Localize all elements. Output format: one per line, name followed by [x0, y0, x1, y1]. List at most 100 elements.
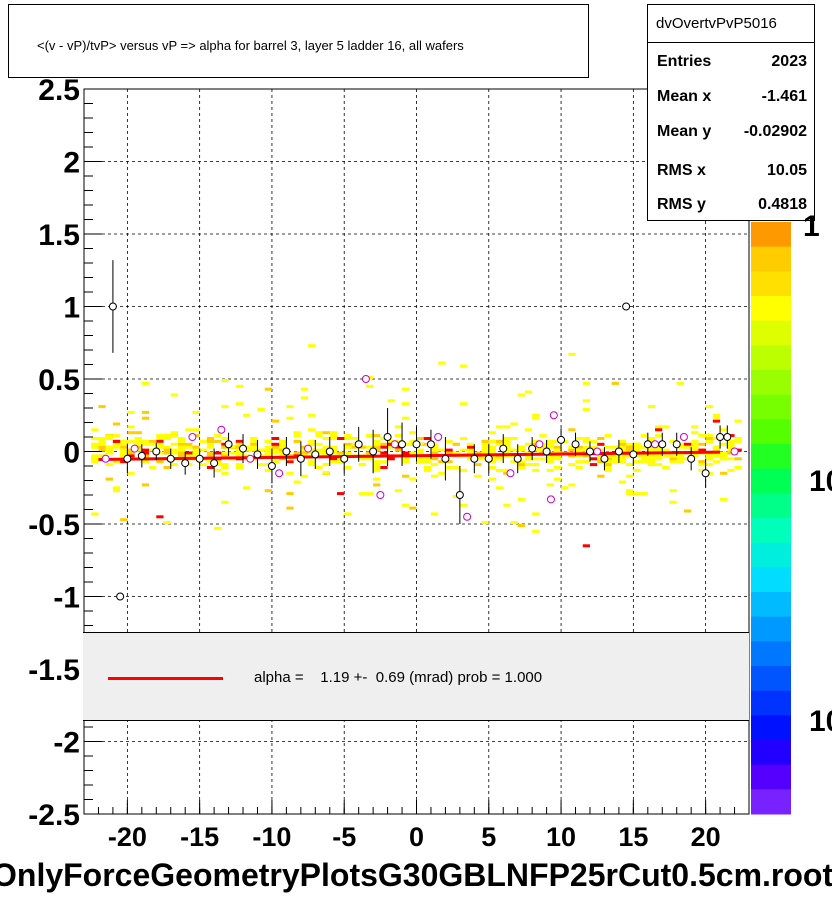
histogram-cell	[365, 457, 374, 461]
histogram-cell	[141, 439, 150, 443]
profile-point-black	[137, 451, 146, 460]
histogram-cell	[286, 460, 294, 464]
palette-swatch	[751, 394, 791, 420]
histogram-cell	[503, 439, 511, 443]
histogram-cell	[705, 454, 713, 458]
histogram-cell	[358, 492, 366, 496]
histogram-cell	[206, 437, 215, 440]
histogram-cell	[120, 454, 128, 458]
histogram-cell	[524, 442, 533, 446]
palette-swatch	[751, 345, 791, 371]
stats-value: -1.461	[761, 88, 807, 105]
histogram-cell	[712, 454, 721, 458]
histogram-cell	[373, 460, 381, 464]
histogram-cell	[286, 416, 294, 420]
histogram-cell	[626, 442, 634, 446]
histogram-cell	[380, 445, 388, 449]
histogram-cell	[127, 454, 135, 458]
histogram-cell	[647, 437, 656, 440]
histogram-cell	[496, 468, 504, 472]
histogram-cell	[467, 445, 475, 449]
histogram-cell	[546, 483, 554, 487]
histogram-cell	[105, 434, 113, 438]
histogram-cell	[127, 410, 135, 414]
histogram-cell	[589, 439, 598, 443]
histogram-cell	[691, 454, 699, 458]
profile-point-black	[513, 454, 522, 463]
histogram-cell	[344, 512, 352, 516]
histogram-cell	[691, 431, 699, 435]
x-tick-label: -10	[252, 822, 291, 852]
profile-point-black	[195, 454, 204, 463]
histogram-cell	[611, 445, 619, 449]
profile-point-magenta	[275, 469, 284, 478]
profile-point-black	[166, 454, 175, 463]
histogram-cell	[647, 454, 656, 458]
histogram-cell	[546, 468, 554, 472]
histogram-cell	[662, 466, 670, 469]
histogram-cell	[141, 416, 150, 420]
histogram-cell	[271, 445, 280, 449]
histogram-cell	[604, 468, 612, 472]
profile-point-black	[224, 440, 233, 449]
palette-swatch	[751, 616, 791, 642]
profile-point-black	[311, 450, 320, 459]
histogram-cell	[662, 448, 670, 452]
histogram-cell	[568, 454, 576, 458]
palette-swatch	[751, 370, 791, 396]
profile-point-black	[398, 440, 407, 449]
histogram-cell	[474, 474, 482, 478]
histogram-cell	[177, 439, 186, 443]
histogram-cell	[597, 460, 605, 464]
histogram-cell	[214, 439, 222, 443]
histogram-cell	[459, 402, 468, 406]
y-tick-label: -2	[53, 727, 80, 760]
histogram-cell	[683, 445, 692, 449]
stats-row-entries: Entries 2023	[657, 53, 807, 83]
histogram-cell	[582, 544, 590, 548]
histogram-cell	[647, 405, 656, 409]
histogram-cell	[250, 445, 258, 449]
histogram-cell	[430, 445, 439, 449]
profile-point-magenta	[217, 425, 226, 434]
histogram-cell	[279, 439, 287, 443]
palette-swatch	[751, 740, 791, 766]
histogram-cell	[640, 445, 648, 449]
histogram-cell	[503, 425, 511, 429]
histogram-cell	[308, 439, 316, 443]
y-tick-label: -2.5	[28, 799, 80, 832]
histogram-cell	[402, 451, 410, 455]
histogram-cell	[163, 466, 171, 469]
histogram-cell	[647, 463, 656, 467]
profile-point-black	[470, 454, 479, 463]
histogram-cell	[293, 439, 301, 443]
histogram-cell	[575, 466, 583, 469]
histogram-cell	[214, 526, 222, 530]
histogram-cell	[640, 460, 648, 464]
histogram-cell	[206, 451, 215, 455]
histogram-cell	[524, 463, 533, 467]
histogram-cell	[322, 437, 330, 440]
histogram-cell	[647, 457, 656, 461]
profile-point-black	[629, 450, 638, 459]
histogram-cell	[329, 445, 337, 449]
profile-point-magenta	[535, 440, 544, 449]
histogram-cell	[676, 381, 684, 385]
histogram-cell	[669, 454, 677, 458]
histogram-cell	[206, 442, 215, 446]
histogram-cell	[300, 451, 309, 455]
histogram-cell	[503, 468, 511, 472]
histogram-cell	[177, 454, 186, 458]
histogram-cell	[409, 451, 417, 455]
histogram-cell	[221, 454, 229, 458]
histogram-cell	[293, 480, 301, 484]
histogram-cell	[481, 451, 489, 455]
histogram-cell	[633, 460, 641, 464]
histogram-cell	[264, 448, 272, 452]
histogram-cell	[214, 451, 222, 455]
histogram-cell	[575, 454, 583, 458]
histogram-cell	[156, 515, 164, 519]
histogram-cell	[459, 437, 468, 440]
histogram-cell	[712, 413, 721, 417]
histogram-cell	[257, 463, 265, 467]
